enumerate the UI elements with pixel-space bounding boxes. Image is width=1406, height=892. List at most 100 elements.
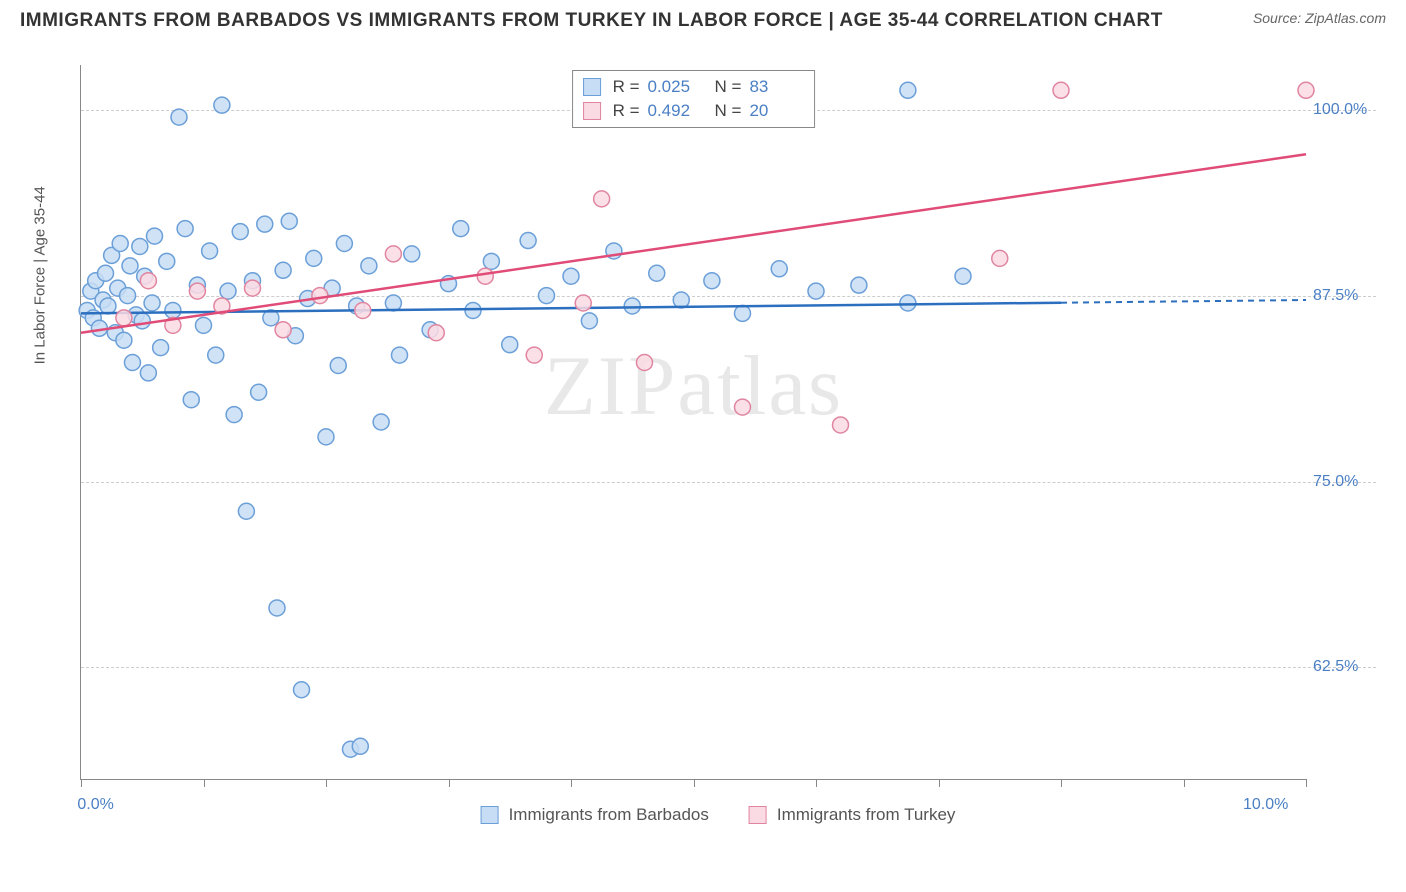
scatter-point: [238, 503, 254, 519]
scatter-point: [202, 243, 218, 259]
scatter-point: [502, 337, 518, 353]
scatter-point: [361, 258, 377, 274]
scatter-point: [251, 384, 267, 400]
scatter-point: [132, 238, 148, 254]
x-tick-label: 0.0%: [77, 796, 113, 814]
scatter-point: [294, 682, 310, 698]
scatter-point: [120, 288, 136, 304]
n-label: N =: [715, 101, 742, 121]
scatter-point: [624, 298, 640, 314]
scatter-point: [955, 268, 971, 284]
chart-title: IMMIGRANTS FROM BARBADOS VS IMMIGRANTS F…: [20, 10, 1163, 32]
swatch-barbados: [583, 78, 601, 96]
scatter-point: [563, 268, 579, 284]
scatter-point: [98, 265, 114, 281]
scatter-point: [1053, 82, 1069, 98]
scatter-point: [116, 310, 132, 326]
swatch-turkey: [583, 102, 601, 120]
scatter-point: [900, 295, 916, 311]
y-axis-label: In Labor Force | Age 35-44: [32, 186, 49, 364]
scatter-point: [140, 273, 156, 289]
scatter-point: [312, 288, 328, 304]
r-label: R =: [613, 77, 640, 97]
scatter-point: [159, 253, 175, 269]
source-attribution: Source: ZipAtlas.com: [1253, 10, 1386, 26]
plot-svg: [81, 65, 1306, 779]
scatter-point: [171, 109, 187, 125]
y-tick-label: 75.0%: [1313, 473, 1378, 491]
scatter-point: [735, 399, 751, 415]
scatter-point: [100, 298, 116, 314]
scatter-point: [851, 277, 867, 293]
scatter-point: [992, 250, 1008, 266]
scatter-point: [404, 246, 420, 262]
scatter-point: [704, 273, 720, 289]
scatter-point: [833, 417, 849, 433]
scatter-point: [281, 213, 297, 229]
scatter-point: [196, 317, 212, 333]
scatter-point: [581, 313, 597, 329]
legend-item-turkey: Immigrants from Turkey: [749, 805, 956, 825]
scatter-point: [483, 253, 499, 269]
scatter-point: [735, 305, 751, 321]
scatter-point: [330, 357, 346, 373]
scatter-point: [373, 414, 389, 430]
regression-line-extrapolated: [1061, 300, 1306, 303]
y-tick-label: 100.0%: [1313, 101, 1378, 119]
legend-series: Immigrants from Barbados Immigrants from…: [481, 805, 956, 825]
scatter-point: [124, 355, 140, 371]
scatter-point: [808, 283, 824, 299]
scatter-point: [385, 246, 401, 262]
scatter-point: [637, 355, 653, 371]
scatter-point: [392, 347, 408, 363]
legend-row-turkey: R = 0.492 N = 20: [583, 99, 805, 123]
n-label: N =: [715, 77, 742, 97]
scatter-point: [526, 347, 542, 363]
r-value-turkey: 0.492: [648, 101, 703, 121]
scatter-point: [189, 283, 205, 299]
scatter-point: [649, 265, 665, 281]
scatter-point: [134, 313, 150, 329]
scatter-point: [520, 233, 536, 249]
scatter-point: [208, 347, 224, 363]
swatch-turkey-icon: [749, 806, 767, 824]
scatter-point: [116, 332, 132, 348]
swatch-barbados-icon: [481, 806, 499, 824]
scatter-point: [232, 224, 248, 240]
scatter-point: [153, 340, 169, 356]
scatter-point: [306, 250, 322, 266]
scatter-point: [453, 221, 469, 237]
r-value-barbados: 0.025: [648, 77, 703, 97]
scatter-point: [275, 322, 291, 338]
scatter-point: [275, 262, 291, 278]
scatter-point: [318, 429, 334, 445]
n-value-turkey: 20: [749, 101, 804, 121]
scatter-point: [771, 261, 787, 277]
scatter-point: [245, 280, 261, 296]
scatter-point: [214, 97, 230, 113]
scatter-point: [226, 407, 242, 423]
scatter-point: [269, 600, 285, 616]
y-tick-label: 87.5%: [1313, 287, 1378, 305]
scatter-point: [336, 236, 352, 252]
scatter-point: [539, 288, 555, 304]
scatter-point: [385, 295, 401, 311]
scatter-point: [177, 221, 193, 237]
y-tick-label: 62.5%: [1313, 658, 1378, 676]
scatter-point: [140, 365, 156, 381]
scatter-point: [352, 738, 368, 754]
chart-container: In Labor Force | Age 35-44 ZIPatlas R = …: [50, 50, 1386, 840]
scatter-point: [144, 295, 160, 311]
legend-label-turkey: Immigrants from Turkey: [777, 805, 956, 825]
scatter-point: [183, 392, 199, 408]
legend-correlation: R = 0.025 N = 83 R = 0.492 N = 20: [572, 70, 816, 128]
scatter-point: [165, 302, 181, 318]
scatter-point: [575, 295, 591, 311]
scatter-point: [112, 236, 128, 252]
scatter-point: [147, 228, 163, 244]
scatter-point: [220, 283, 236, 299]
scatter-point: [477, 268, 493, 284]
scatter-point: [594, 191, 610, 207]
scatter-point: [355, 302, 371, 318]
legend-label-barbados: Immigrants from Barbados: [509, 805, 709, 825]
